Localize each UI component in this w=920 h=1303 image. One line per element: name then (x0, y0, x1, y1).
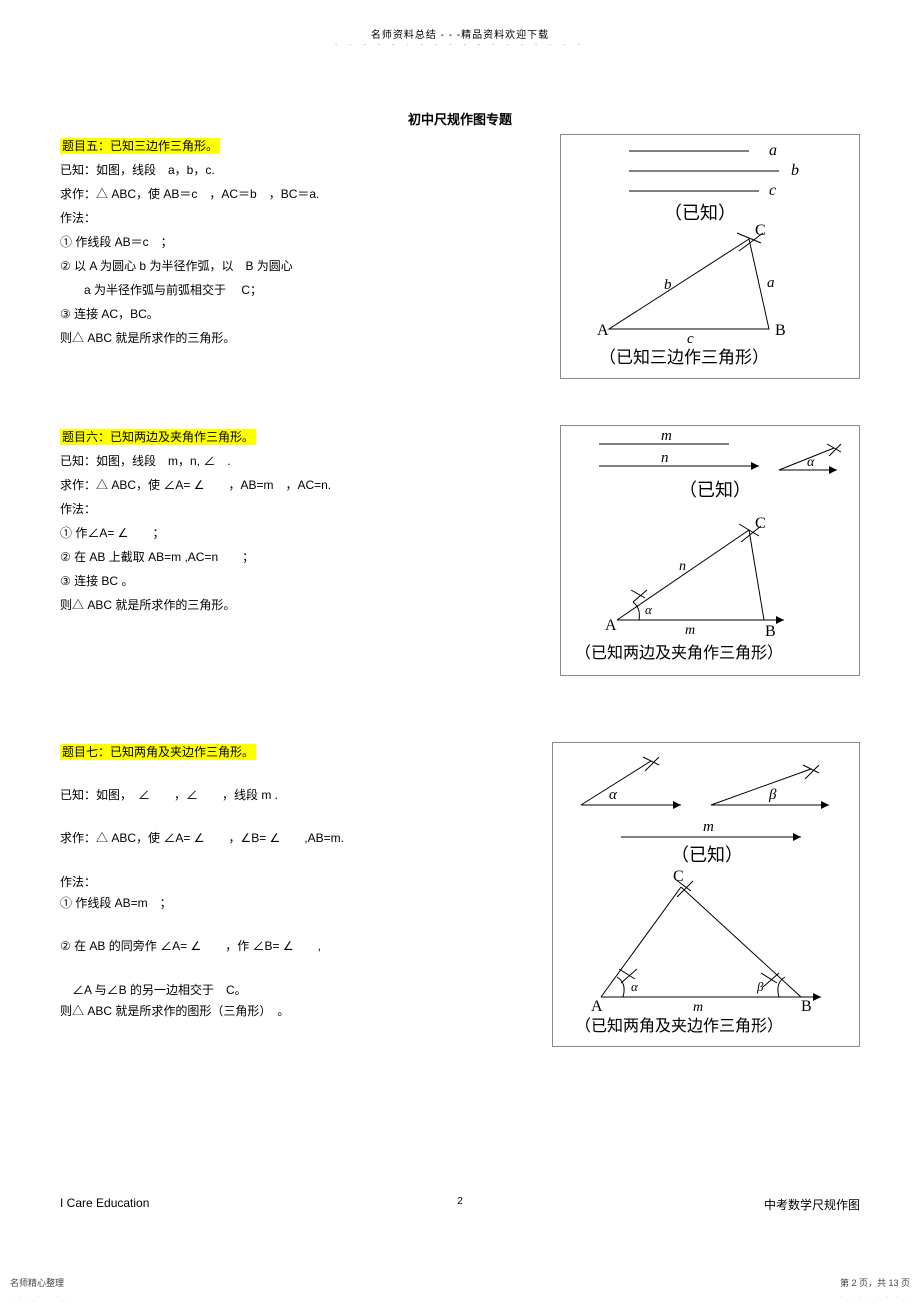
figure-box: α β m （已知） A B (552, 742, 860, 1047)
text-line: ∠A 与∠B 的另一边相交于 C。 (60, 983, 247, 997)
text-line: a 为半径作弧与前弧相交于 C； (60, 283, 262, 297)
label-m: m (661, 430, 672, 444)
label-angle-a: α (631, 979, 639, 994)
label-angle-a: α (645, 602, 653, 617)
label-side-n: n (679, 559, 686, 574)
tiny-right: 第 2 页，共 13 页 (840, 1276, 910, 1289)
label-a: a (769, 142, 777, 159)
text-line: 求作：△ ABC，使 AB＝c ，AC＝b ，BC＝a. (60, 187, 319, 201)
footer-page-number: 2 (457, 1196, 463, 1207)
text-line: 已知：如图，线段 m，n, ∠ . (60, 454, 231, 468)
text-line: 求作：△ ABC，使 ∠A= ∠ ，∠B= ∠ ,AB=m. (60, 831, 344, 845)
label-side-b: b (664, 277, 672, 293)
spacer (60, 379, 860, 419)
section-6-figure: m n α （已知） A B C n m (560, 425, 860, 676)
section-5-text: 题目五：已知三边作三角形。 已知：如图，线段 a，b，c. 求作：△ ABC，使… (60, 134, 530, 379)
text-line: 则△ ABC 就是所求作的图形（三角形） 。 (60, 1004, 289, 1018)
section-7-heading: 题目七：已知两角及夹边作三角形。 (60, 744, 256, 760)
label-b: b (791, 162, 799, 179)
section-6: 题目六：已知两边及夹角作三角形。 已知：如图，线段 m，n, ∠ . 求作：△ … (60, 425, 860, 676)
label-side-m: m (693, 1000, 703, 1015)
text-line: ① 作线段 AB＝c ； (60, 235, 173, 249)
text-line: 已知：如图，线段 a，b，c. (60, 163, 215, 177)
text-line: 作法： (60, 211, 96, 225)
label-side-m: m (685, 623, 695, 638)
page: 名师资料总结 - - -精品资料欢迎下载 - - - - - - - - - -… (0, 0, 920, 1303)
text-line: 则△ ABC 就是所求作的三角形。 (60, 331, 235, 345)
figure-box: a b c （已知） A B C b a c （已知三边作三角形） (560, 134, 860, 379)
section-7-text: 题目七：已知两角及夹边作三角形。 已知：如图， ∠ ，∠ ，线段 m . 求作：… (60, 742, 522, 1047)
caption-bottom: （已知两角及夹边作三角形） (575, 1017, 783, 1035)
text-line: ② 在 AB 上截取 AB=m ,AC=n ； (60, 550, 254, 564)
footer: I Care Education 2 中考数学尺规作图 (60, 1196, 860, 1213)
text-line: 求作：△ ABC，使 ∠A= ∠ ，AB=m ，AC=n. (60, 478, 331, 492)
label-C: C (755, 515, 766, 532)
tiny-left-sub: . . . . . . . (10, 1293, 71, 1299)
caption-bottom: （已知两边及夹角作三角形） (575, 644, 783, 662)
text-line: 则△ ABC 就是所求作的三角形。 (60, 598, 235, 612)
section-6-text: 题目六：已知两边及夹角作三角形。 已知：如图，线段 m，n, ∠ . 求作：△ … (60, 425, 530, 676)
label-c: c (769, 182, 776, 199)
label-angle-b: β (756, 979, 764, 994)
caption-known: （已知） (679, 480, 751, 500)
label-C: C (755, 222, 766, 239)
label-n: n (661, 450, 669, 466)
label-alpha: α (807, 455, 815, 470)
text-line: ③ 连接 BC 。 (60, 574, 133, 588)
text-line: 作法： (60, 502, 96, 516)
text-line: ③ 连接 AC，BC。 (60, 307, 159, 321)
figure-svg: m n α （已知） A B C n m (569, 430, 849, 666)
header-note: 名师资料总结 - - -精品资料欢迎下载 (60, 26, 860, 41)
text-line: 已知：如图， ∠ ，∠ ，线段 m . (60, 788, 278, 802)
section-5-figure: a b c （已知） A B C b a c （已知三边作三角形） (560, 134, 860, 379)
text-line: ① 作线段 AB=m ； (60, 896, 172, 910)
section-7-figure: α β m （已知） A B (552, 742, 860, 1047)
label-side-a: a (767, 275, 775, 291)
header-note-sub: - - - - - - - - - - - - - - - - - - (60, 42, 860, 49)
section-6-heading: 题目六：已知两边及夹角作三角形。 (60, 429, 256, 445)
caption-known: （已知） (664, 203, 736, 223)
text-line: 作法： (60, 875, 96, 889)
label-B: B (801, 998, 812, 1015)
label-B: B (765, 623, 776, 640)
page-title: 初中尺规作图专题 (60, 109, 860, 128)
section-5: 题目五：已知三边作三角形。 已知：如图，线段 a，b，c. 求作：△ ABC，使… (60, 134, 860, 379)
section-7: 题目七：已知两角及夹边作三角形。 已知：如图， ∠ ，∠ ，线段 m . 求作：… (60, 742, 860, 1047)
figure-box: m n α （已知） A B C n m (560, 425, 860, 676)
caption-bottom: （已知三边作三角形） (599, 348, 769, 367)
footer-left: I Care Education (60, 1196, 149, 1213)
label-B: B (775, 322, 786, 339)
tiny-left: 名师精心整理 (10, 1276, 64, 1289)
footer-right: 中考数学尺规作图 (764, 1196, 860, 1213)
text-line: ② 以 A 为圆心 b 为半径作弧，以 B 为圆心 (60, 259, 293, 273)
label-A: A (605, 617, 617, 634)
section-5-heading: 题目五：已知三边作三角形。 (60, 138, 220, 154)
text-line: ① 作∠A= ∠ ； (60, 526, 164, 540)
label-A: A (591, 998, 603, 1015)
label-m: m (703, 819, 714, 835)
figure-svg: a b c （已知） A B C b a c （已知三边作三角形） (569, 139, 829, 369)
label-A: A (597, 322, 609, 339)
text-line: ② 在 AB 的同旁作 ∠A= ∠ ，作 ∠B= ∠ , (60, 939, 321, 953)
figure-svg: α β m （已知） A B (561, 747, 851, 1037)
label-C: C (673, 868, 684, 885)
label-alpha: α (609, 787, 618, 803)
label-side-c: c (687, 331, 694, 347)
caption-known: （已知） (671, 845, 743, 865)
spacer (60, 676, 860, 736)
tiny-right-sub: . . . . . . . . (840, 1293, 910, 1299)
label-beta: β (768, 787, 777, 803)
